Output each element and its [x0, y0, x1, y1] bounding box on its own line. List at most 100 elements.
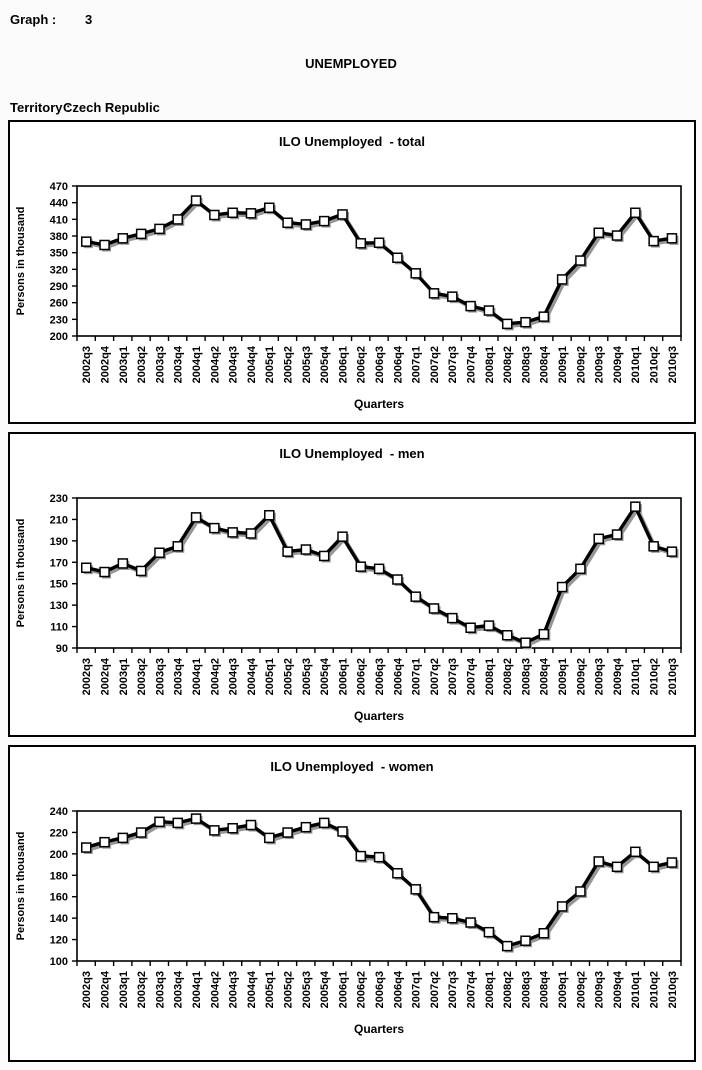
y-tick-label: 190 — [50, 536, 68, 548]
x-category-label: 2003q3 — [154, 346, 166, 383]
x-category-label: 2009q4 — [612, 345, 624, 383]
x-category-label: 2007q4 — [466, 657, 478, 695]
x-category-label: 2005q4 — [319, 657, 331, 695]
data-point-marker — [538, 311, 550, 322]
data-point-marker — [81, 842, 92, 853]
data-point-marker — [373, 563, 385, 575]
data-point-marker — [318, 817, 330, 829]
x-category-label: 2010q1 — [630, 658, 642, 695]
y-tick-label: 200 — [50, 849, 68, 861]
y-tick-label: 440 — [50, 198, 68, 210]
y-tick-label: 200 — [50, 331, 68, 343]
data-point-marker — [666, 857, 678, 868]
x-category-label: 2009q2 — [575, 971, 587, 1008]
data-point-marker — [465, 917, 476, 928]
y-tick-label: 350 — [50, 248, 68, 260]
data-point-marker — [227, 527, 238, 538]
data-point-marker — [410, 884, 421, 895]
data-point-marker — [337, 209, 348, 220]
data-point-marker — [172, 817, 184, 829]
x-category-label: 2008q4 — [539, 970, 551, 1008]
x-category-label: 2003q3 — [154, 971, 166, 1008]
data-point-marker — [483, 305, 495, 316]
x-category-label: 2010q2 — [649, 346, 661, 383]
data-point-marker — [245, 819, 257, 831]
y-tick-label: 150 — [50, 579, 68, 591]
x-axis-title: Quarters — [354, 1022, 404, 1036]
x-category-label: 2008q4 — [539, 657, 551, 695]
data-point-marker — [630, 501, 641, 512]
chart-box-total: ILO Unemployed - total Persons in thousa… — [8, 120, 696, 424]
x-category-label: 2007q1 — [411, 971, 423, 1008]
x-category-label: 2010q3 — [667, 346, 679, 383]
x-category-label: 2006q1 — [337, 346, 349, 383]
x-category-label: 2003q1 — [118, 658, 130, 695]
x-category-label: 2003q4 — [173, 657, 185, 695]
data-point-marker — [575, 255, 586, 266]
x-category-label: 2007q2 — [429, 346, 441, 383]
data-point-marker — [501, 318, 513, 330]
data-point-marker — [99, 566, 110, 578]
x-category-label: 2005q2 — [282, 971, 294, 1008]
data-point-marker — [209, 522, 220, 534]
x-category-label: 2008q2 — [502, 971, 514, 1008]
x-category-label: 2005q1 — [264, 658, 276, 695]
x-category-label: 2004q3 — [228, 658, 240, 695]
x-category-label: 2008q2 — [502, 346, 514, 383]
plot-border — [76, 810, 682, 962]
x-category-label: 2010q1 — [630, 971, 642, 1008]
data-point-marker — [447, 612, 458, 624]
line-chart-total: Persons in thousand 200 230 260 290 320 350 380… — [15, 181, 682, 411]
data-point-marker — [227, 207, 238, 219]
data-point-marker — [465, 622, 476, 633]
data-point-marker — [99, 239, 110, 251]
data-point-marker — [172, 214, 184, 225]
data-point-marker — [630, 207, 641, 219]
territory-label: Territory : — [10, 100, 71, 115]
x-category-label: 2010q1 — [630, 346, 642, 383]
y-axis-title: Persons in thousand — [15, 832, 27, 941]
data-point-marker — [611, 861, 623, 873]
x-category-label: 2008q1 — [484, 346, 496, 383]
x-category-label: 2005q1 — [264, 346, 276, 383]
data-point-marker — [666, 546, 678, 557]
y-tick-label: 110 — [50, 622, 68, 634]
x-category-label: 2006q3 — [374, 658, 386, 695]
y-tick-label: 230 — [50, 493, 68, 505]
data-point-marker — [648, 541, 659, 552]
data-point-marker — [520, 316, 531, 328]
x-axis-title: Quarters — [354, 397, 404, 411]
y-tick-label: 220 — [50, 827, 68, 839]
graph-label: Graph : — [10, 12, 57, 27]
x-category-label: 2007q1 — [411, 658, 423, 695]
x-category-label: 2009q4 — [612, 970, 624, 1008]
y-tick-label: 170 — [50, 557, 68, 569]
data-point-marker — [611, 529, 623, 540]
x-category-label: 2002q3 — [81, 971, 93, 1008]
data-point-marker — [135, 827, 147, 838]
x-category-label: 2003q1 — [118, 346, 130, 383]
x-category-label: 2006q2 — [356, 658, 368, 695]
data-point-marker — [282, 827, 293, 838]
x-category-label: 2002q4 — [99, 970, 111, 1008]
y-tick-label: 130 — [50, 600, 68, 612]
x-category-label: 2006q1 — [337, 658, 349, 695]
data-point-marker — [300, 821, 312, 833]
x-category-label: 2009q2 — [575, 346, 587, 383]
x-category-label: 2003q4 — [173, 345, 185, 383]
y-tick-label: 160 — [50, 892, 68, 904]
data-point-marker — [154, 223, 165, 235]
line-chart-men: Persons in thousand 90 110 130 150 170 190 210 2… — [15, 493, 682, 723]
x-category-label: 2009q3 — [594, 346, 606, 383]
data-point-marker — [501, 629, 513, 641]
x-category-label: 2008q3 — [520, 971, 532, 1008]
x-category-label: 2005q2 — [282, 658, 294, 695]
plot-border — [76, 497, 682, 649]
y-tick-label: 410 — [50, 214, 68, 226]
data-point-marker — [392, 867, 403, 879]
series-line-shadow — [88, 505, 675, 647]
x-category-label: 2008q4 — [539, 345, 551, 383]
x-category-label: 2009q1 — [557, 658, 569, 695]
x-category-label: 2002q3 — [81, 658, 93, 695]
x-category-label: 2009q3 — [594, 658, 606, 695]
